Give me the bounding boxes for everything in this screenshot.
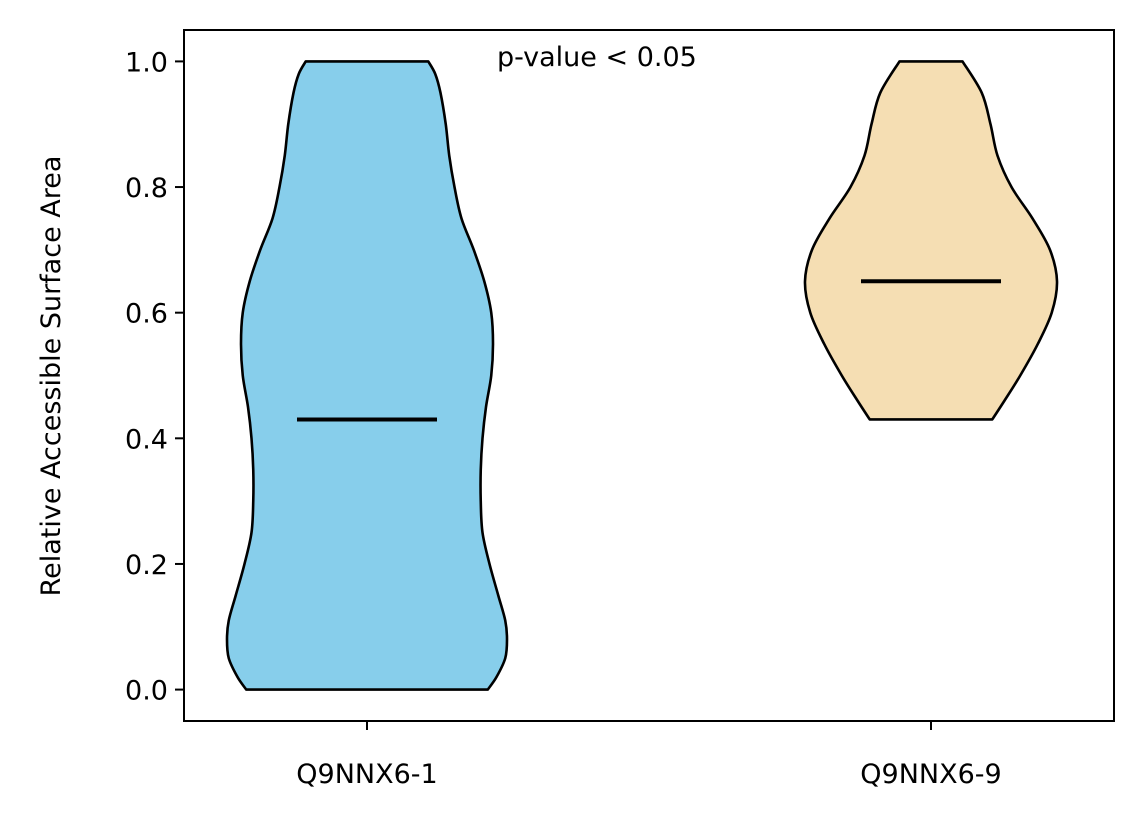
violin-group (225, 60, 1059, 691)
y-tick-label: 1.0 (125, 47, 168, 78)
y-tick-label: 0.8 (125, 173, 168, 204)
y-axis: 0.0 0.2 0.4 0.6 0.8 1.0 (125, 47, 184, 707)
y-axis-title: Relative Accessible Surface Area (36, 156, 67, 597)
y-tick-label: 0.4 (125, 424, 168, 455)
y-tick-label: 0.2 (125, 550, 168, 581)
plot-frame (183, 29, 1115, 722)
median-lines (297, 279, 1001, 422)
violin-q9nnx6-9 (803, 60, 1059, 421)
y-tick-label: 0.6 (125, 299, 168, 330)
x-tick-label: Q9NNX6-9 (860, 759, 1001, 790)
p-value-annotation: p-value < 0.05 (497, 42, 697, 73)
x-tick-label: Q9NNX6-1 (296, 759, 437, 790)
x-axis: Q9NNX6-1 Q9NNX6-9 (296, 721, 1002, 790)
violin-q9nnx6-1 (225, 60, 509, 691)
y-tick-label: 0.0 (125, 676, 168, 707)
